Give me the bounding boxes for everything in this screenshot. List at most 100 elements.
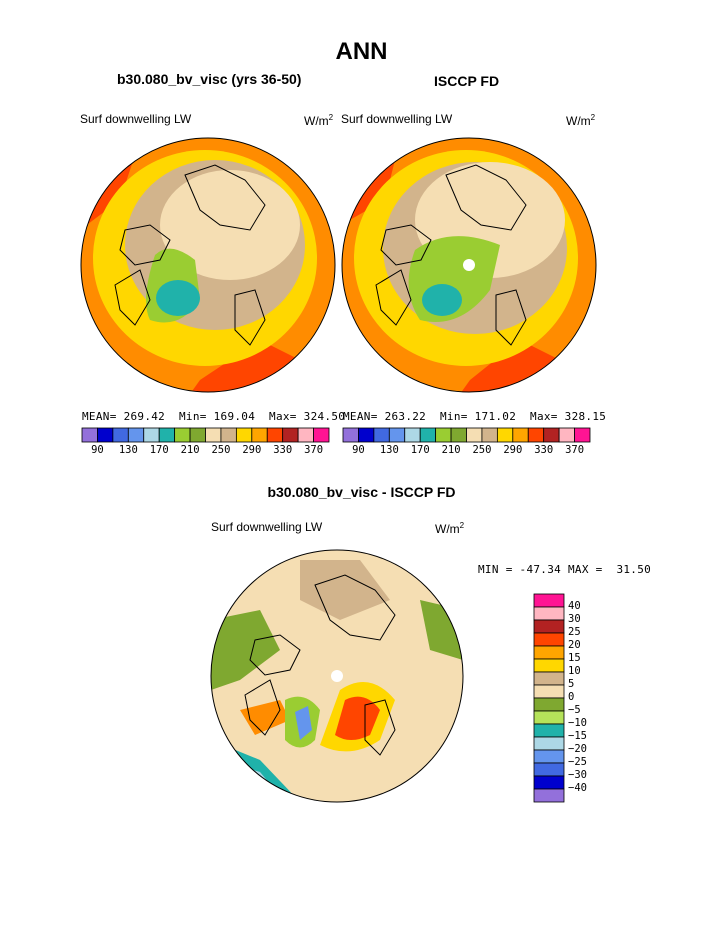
- panel3-colorbar-swatch: [533, 775, 565, 790]
- panel3-colorbar-tick-label: −30: [568, 769, 587, 781]
- panel2-colorbar-swatch: [435, 427, 452, 443]
- panel1-units-base: W/m: [304, 114, 329, 128]
- panel3-pole-hole: [331, 670, 343, 682]
- panel3-colorbar-tick-label: −10: [568, 717, 587, 729]
- panel3-units: W/m2: [435, 521, 464, 536]
- panel3-colorbar-tick-label: 10: [568, 665, 581, 677]
- panel3-colorbar-tick-label: 25: [568, 626, 581, 638]
- panel3-colorbar-tick-label: 5: [568, 678, 575, 690]
- panel3-colorbar-swatch: [533, 645, 565, 660]
- panel2-units: W/m2: [566, 113, 595, 128]
- panel1-units: W/m2: [304, 113, 333, 128]
- panel2-map-border: [341, 137, 597, 393]
- panel2-colorbar-swatch: [419, 427, 437, 443]
- panel3-colorbar-tick-label: −25: [568, 756, 587, 768]
- panel1-colorbar-swatch: [81, 427, 98, 443]
- panel2-colorbar-swatch: [466, 427, 483, 443]
- panel1-colorbar-swatch: [205, 427, 222, 443]
- panel1-colorbar-swatch: [297, 427, 314, 443]
- panel2-map: [342, 138, 596, 392]
- panel2-colorbar-swatch: [574, 427, 591, 443]
- panel3-colorbar-swatch: [533, 736, 565, 751]
- panel1-subtitle: b30.080_bv_visc (yrs 36-50): [117, 71, 302, 87]
- panel3-colorbar-tick-label: −15: [568, 730, 587, 742]
- panel3-units-base: W/m: [435, 522, 460, 536]
- panel3-map-border: [210, 549, 464, 803]
- panel3-colorbar-tick-label: 30: [568, 613, 581, 625]
- panel2-colorbar-swatch: [496, 427, 514, 443]
- panel2-min-value: 171.02: [474, 410, 517, 423]
- panel3-colorbar-swatch: [533, 606, 565, 621]
- panel3-coastlines: [244, 574, 396, 756]
- panel3-colorbar-tick-label: 40: [568, 600, 581, 612]
- panel2-stats: MEAN= 263.22 Min= 171.02 Max= 328.15: [343, 410, 606, 423]
- panel1-colorbar-tick-label: 90: [91, 444, 104, 456]
- panel2-coastlines: [375, 164, 527, 346]
- panel2-field-greenland-core: [422, 284, 462, 316]
- panel1-stats: MEAN= 269.42 Min= 169.04 Max= 324.50: [82, 410, 345, 423]
- panel1-colorbar-tick-label: 210: [180, 444, 200, 456]
- panel3-colorbar-swatch: [533, 658, 565, 673]
- panel3-colorbar-tick-label: 15: [568, 652, 581, 664]
- panel2-pole-hole: [463, 259, 475, 271]
- panel2-colorbar: [342, 427, 591, 443]
- panel2-colorbar-tick-label: 290: [503, 444, 523, 456]
- panel1-colorbar-swatch: [189, 427, 206, 443]
- panel2-colorbar-swatch: [558, 427, 575, 443]
- panel3-colorbar-swatch: [533, 697, 565, 712]
- panel3-colorbar-tick-label: −20: [568, 743, 587, 755]
- panel1-colorbar-swatch: [174, 427, 191, 443]
- panel2-colorbar-swatch: [543, 427, 560, 443]
- panel3-colorbar-swatch: [533, 619, 565, 634]
- panel1-colorbar-tick-label: 370: [304, 444, 324, 456]
- panel1-min-value: 169.04: [213, 410, 256, 423]
- panel2-colorbar-swatch: [373, 427, 390, 443]
- panel2-colorbar-swatch: [388, 427, 406, 443]
- panel3-colorbar-swatch: [533, 762, 565, 777]
- panel3-units-exp: 2: [459, 521, 465, 530]
- panel1-min-label: Min=: [178, 410, 207, 423]
- panel1-units-exp: 2: [328, 113, 334, 122]
- panel2-units-base: W/m: [566, 114, 591, 128]
- panel2-colorbar-swatch: [450, 427, 467, 443]
- panel1-colorbar-swatch: [158, 427, 176, 443]
- panel2-mean-label: MEAN=: [343, 410, 378, 423]
- panel1-colorbar-swatch: [313, 427, 330, 443]
- panel1-colorbar: [81, 427, 330, 443]
- panel2-colorbar-swatch: [358, 427, 375, 443]
- panel3-colorbar-swatch: [533, 723, 565, 738]
- panel2-colorbar-tick-label: 330: [534, 444, 554, 456]
- panel1-colorbar-swatch: [235, 427, 253, 443]
- panel2-colorbar-swatch: [342, 427, 359, 443]
- panel1-max-value: 324.50: [303, 410, 346, 423]
- panel2-colorbar-tick-label: 370: [565, 444, 585, 456]
- panel3-colorbar-swatch: [533, 684, 565, 699]
- panel1-colorbar-swatch: [97, 427, 114, 443]
- panel2-colorbar-swatch: [527, 427, 545, 443]
- panel2-colorbar-swatch: [404, 427, 421, 443]
- panel2-subtitle: ISCCP FD: [434, 73, 500, 89]
- panel1-colorbar-tick-label: 170: [149, 444, 169, 456]
- panel2-max-label: Max=: [530, 410, 558, 423]
- panel3-colorbar-swatch: [533, 710, 565, 725]
- panel1-colorbar-swatch: [112, 427, 129, 443]
- panel1-colorbar-tick-label: 250: [211, 444, 231, 456]
- panel2-variable-label: Surf downwelling LW: [341, 112, 453, 126]
- panel3-field-neg-w: [211, 610, 280, 690]
- panel3-colorbar-swatch: [533, 671, 565, 686]
- panel3-subtitle: b30.080_bv_visc - ISCCP FD: [267, 484, 456, 500]
- panel1-colorbar-tick-label: 330: [273, 444, 293, 456]
- panel1-colorbar-swatch: [127, 427, 145, 443]
- panel2-colorbar-swatch: [512, 427, 529, 443]
- panel3-colorbar-tick-label: −5: [568, 704, 581, 716]
- panel3-map: [211, 550, 463, 802]
- panel3-field-pos-core: [335, 696, 380, 740]
- panel1-colorbar-tick-label: 290: [242, 444, 262, 456]
- panel3-colorbar: [533, 593, 565, 803]
- panel2-max-value: 328.15: [564, 410, 607, 423]
- panel3-colorbar-tick-label: −40: [568, 782, 587, 794]
- panel1-colorbar-swatch: [266, 427, 284, 443]
- panel2-min-label: Min=: [439, 410, 468, 423]
- panel3-stats: MIN = -47.34 MAX = 31.50: [478, 563, 652, 576]
